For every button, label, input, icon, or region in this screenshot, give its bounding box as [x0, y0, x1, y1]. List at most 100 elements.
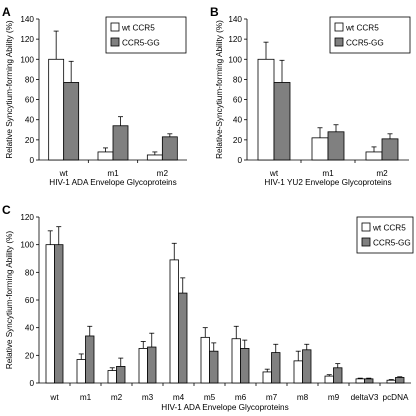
bar-m1-wt-ccr5 — [76, 359, 86, 384]
x-tick-label: m2 — [376, 169, 388, 178]
legend-entry: CCR5-GG — [346, 39, 384, 48]
y-tick-label: 0 — [29, 379, 34, 388]
bar-m6-wt-ccr5 — [231, 338, 241, 384]
bar-pcDNA-wt-ccr5 — [386, 379, 396, 384]
bar-m7-wt-ccr5 — [262, 371, 272, 384]
chart-panel-a: A 0 20 40 60 80 100 120 140 Relative Syncytium-fo… — [2, 5, 187, 187]
bar-m4-ccr5-gg — [178, 292, 188, 384]
y-tick-label: 120 — [228, 35, 242, 44]
legend-swatch — [334, 37, 344, 47]
bar-m5-ccr5-gg — [209, 350, 219, 384]
chart-panel-c: C 0 20 40 60 80 100 120 Relative Syncytium-formi… — [2, 203, 414, 412]
legend-swatch — [334, 22, 344, 32]
legend-swatch — [361, 237, 371, 247]
bar-m3-wt-ccr5 — [138, 348, 148, 384]
x-axis-label: HIV-1 ADA Envelope Glycoproteins — [49, 178, 176, 187]
legend-box — [329, 16, 411, 54]
legend: wt CCR5 CCR5-GG — [105, 16, 187, 54]
bar-wt-ccr5-gg — [63, 82, 80, 161]
bar-pcDNA-ccr5-gg — [395, 377, 405, 384]
x-tick-label: m2 — [157, 169, 169, 178]
figure-panels: A 0 20 40 60 80 100 120 140 Relative Syncytium-fo… — [2, 5, 414, 412]
x-tick-label: wt — [269, 169, 279, 178]
x-tick-label: m8 — [297, 393, 309, 402]
legend-box — [105, 16, 187, 54]
chart-panel-b: B 0 20 40 60 80 100 120 140 Relative-Syncytium-fo… — [210, 5, 411, 187]
bar-m6-ccr5-gg — [240, 348, 250, 384]
legend-entry: wt CCR5 — [345, 24, 379, 33]
y-tick-label: 80 — [233, 75, 243, 84]
x-tick-label: m1 — [322, 169, 334, 178]
y-tick-label: 20 — [25, 351, 35, 360]
legend-swatch — [110, 37, 120, 47]
x-tick-label: pcDNA — [383, 393, 409, 402]
x-tick-label: wt — [49, 393, 59, 402]
legend-entry: wt CCR5 — [372, 224, 406, 233]
x-axis-label: HIV-1 YU2 Envelope Glycoproteins — [264, 178, 391, 187]
y-tick-label: 140 — [228, 15, 242, 24]
legend-swatch — [361, 222, 371, 232]
panel-letter: A — [2, 5, 11, 19]
bar-m2-ccr5-gg — [161, 136, 178, 161]
x-tick-label: m9 — [328, 393, 340, 402]
x-tick-label: deltaV3 — [351, 393, 379, 402]
y-tick-label: 40 — [233, 116, 243, 125]
y-tick-label: 140 — [20, 15, 34, 24]
bar-wt-ccr5-gg — [54, 244, 64, 384]
bar-m2-ccr5-gg — [116, 365, 126, 384]
legend: wt CCR5 CCR5-GG — [329, 16, 411, 54]
y-tick-label: 0 — [29, 156, 34, 165]
x-tick-label: m6 — [235, 393, 247, 402]
bar-deltaV3-ccr5-gg — [364, 378, 374, 384]
x-tick-label: m2 — [111, 393, 123, 402]
x-axis-label: HIV-1 ADA Envelope Glycoproteins — [161, 403, 288, 412]
bar-m1-wt-ccr5 — [311, 137, 329, 161]
bar-deltaV3-wt-ccr5 — [355, 378, 365, 384]
bar-m1-wt-ccr5 — [97, 151, 114, 161]
y-tick-label: 60 — [25, 296, 35, 305]
legend-entry: CCR5-GG — [373, 239, 411, 248]
y-tick-label: 60 — [25, 96, 35, 105]
bar-m3-ccr5-gg — [147, 346, 157, 384]
bar-m9-wt-ccr5 — [324, 375, 334, 384]
y-tick-label: 80 — [25, 75, 35, 84]
y-tick-label: 120 — [20, 213, 34, 222]
y-tick-label: 60 — [233, 96, 243, 105]
bar-m7-ccr5-gg — [271, 352, 281, 384]
x-tick-label: m7 — [266, 393, 278, 402]
bar-m4-wt-ccr5 — [169, 259, 179, 384]
x-tick-label: m1 — [107, 169, 119, 178]
bar-wt-wt-ccr5 — [48, 58, 65, 161]
bar-m8-ccr5-gg — [302, 349, 312, 384]
y-tick-label: 20 — [233, 136, 243, 145]
bar-wt-wt-ccr5 — [257, 58, 275, 161]
panel-letter: B — [210, 5, 219, 19]
bar-wt-wt-ccr5 — [45, 244, 55, 384]
y-tick-label: 120 — [20, 35, 34, 44]
bar-m1-ccr5-gg — [112, 125, 129, 161]
x-tick-label: m3 — [142, 393, 154, 402]
bar-m9-ccr5-gg — [333, 367, 343, 384]
panel-letter: C — [2, 203, 11, 217]
y-axis-label: Relative-Syncytium-forming Ability (%) — [215, 20, 224, 159]
y-tick-label: 100 — [228, 55, 242, 64]
bar-m2-ccr5-gg — [381, 138, 399, 161]
y-tick-label: 100 — [20, 241, 34, 250]
bar-m5-wt-ccr5 — [200, 336, 210, 384]
y-tick-label: 0 — [237, 156, 242, 165]
y-axis-label: Relative Syncytium-forming Ability (%) — [5, 231, 14, 370]
legend-swatch — [110, 22, 120, 32]
x-tick-label: wt — [59, 169, 69, 178]
legend-entry: wt CCR5 — [121, 24, 155, 33]
y-tick-label: 80 — [25, 268, 35, 277]
legend: wt CCR5 CCR5-GG — [356, 216, 414, 254]
bar-wt-ccr5-gg — [273, 82, 291, 161]
y-tick-label: 100 — [20, 55, 34, 64]
legend-box — [356, 216, 414, 254]
x-tick-label: m4 — [173, 393, 185, 402]
y-axis-label: Relative Syncytium-forming Ability (%) — [5, 20, 14, 159]
y-tick-label: 40 — [25, 116, 35, 125]
bar-m1-ccr5-gg — [327, 131, 345, 161]
x-tick-label: m5 — [204, 393, 216, 402]
